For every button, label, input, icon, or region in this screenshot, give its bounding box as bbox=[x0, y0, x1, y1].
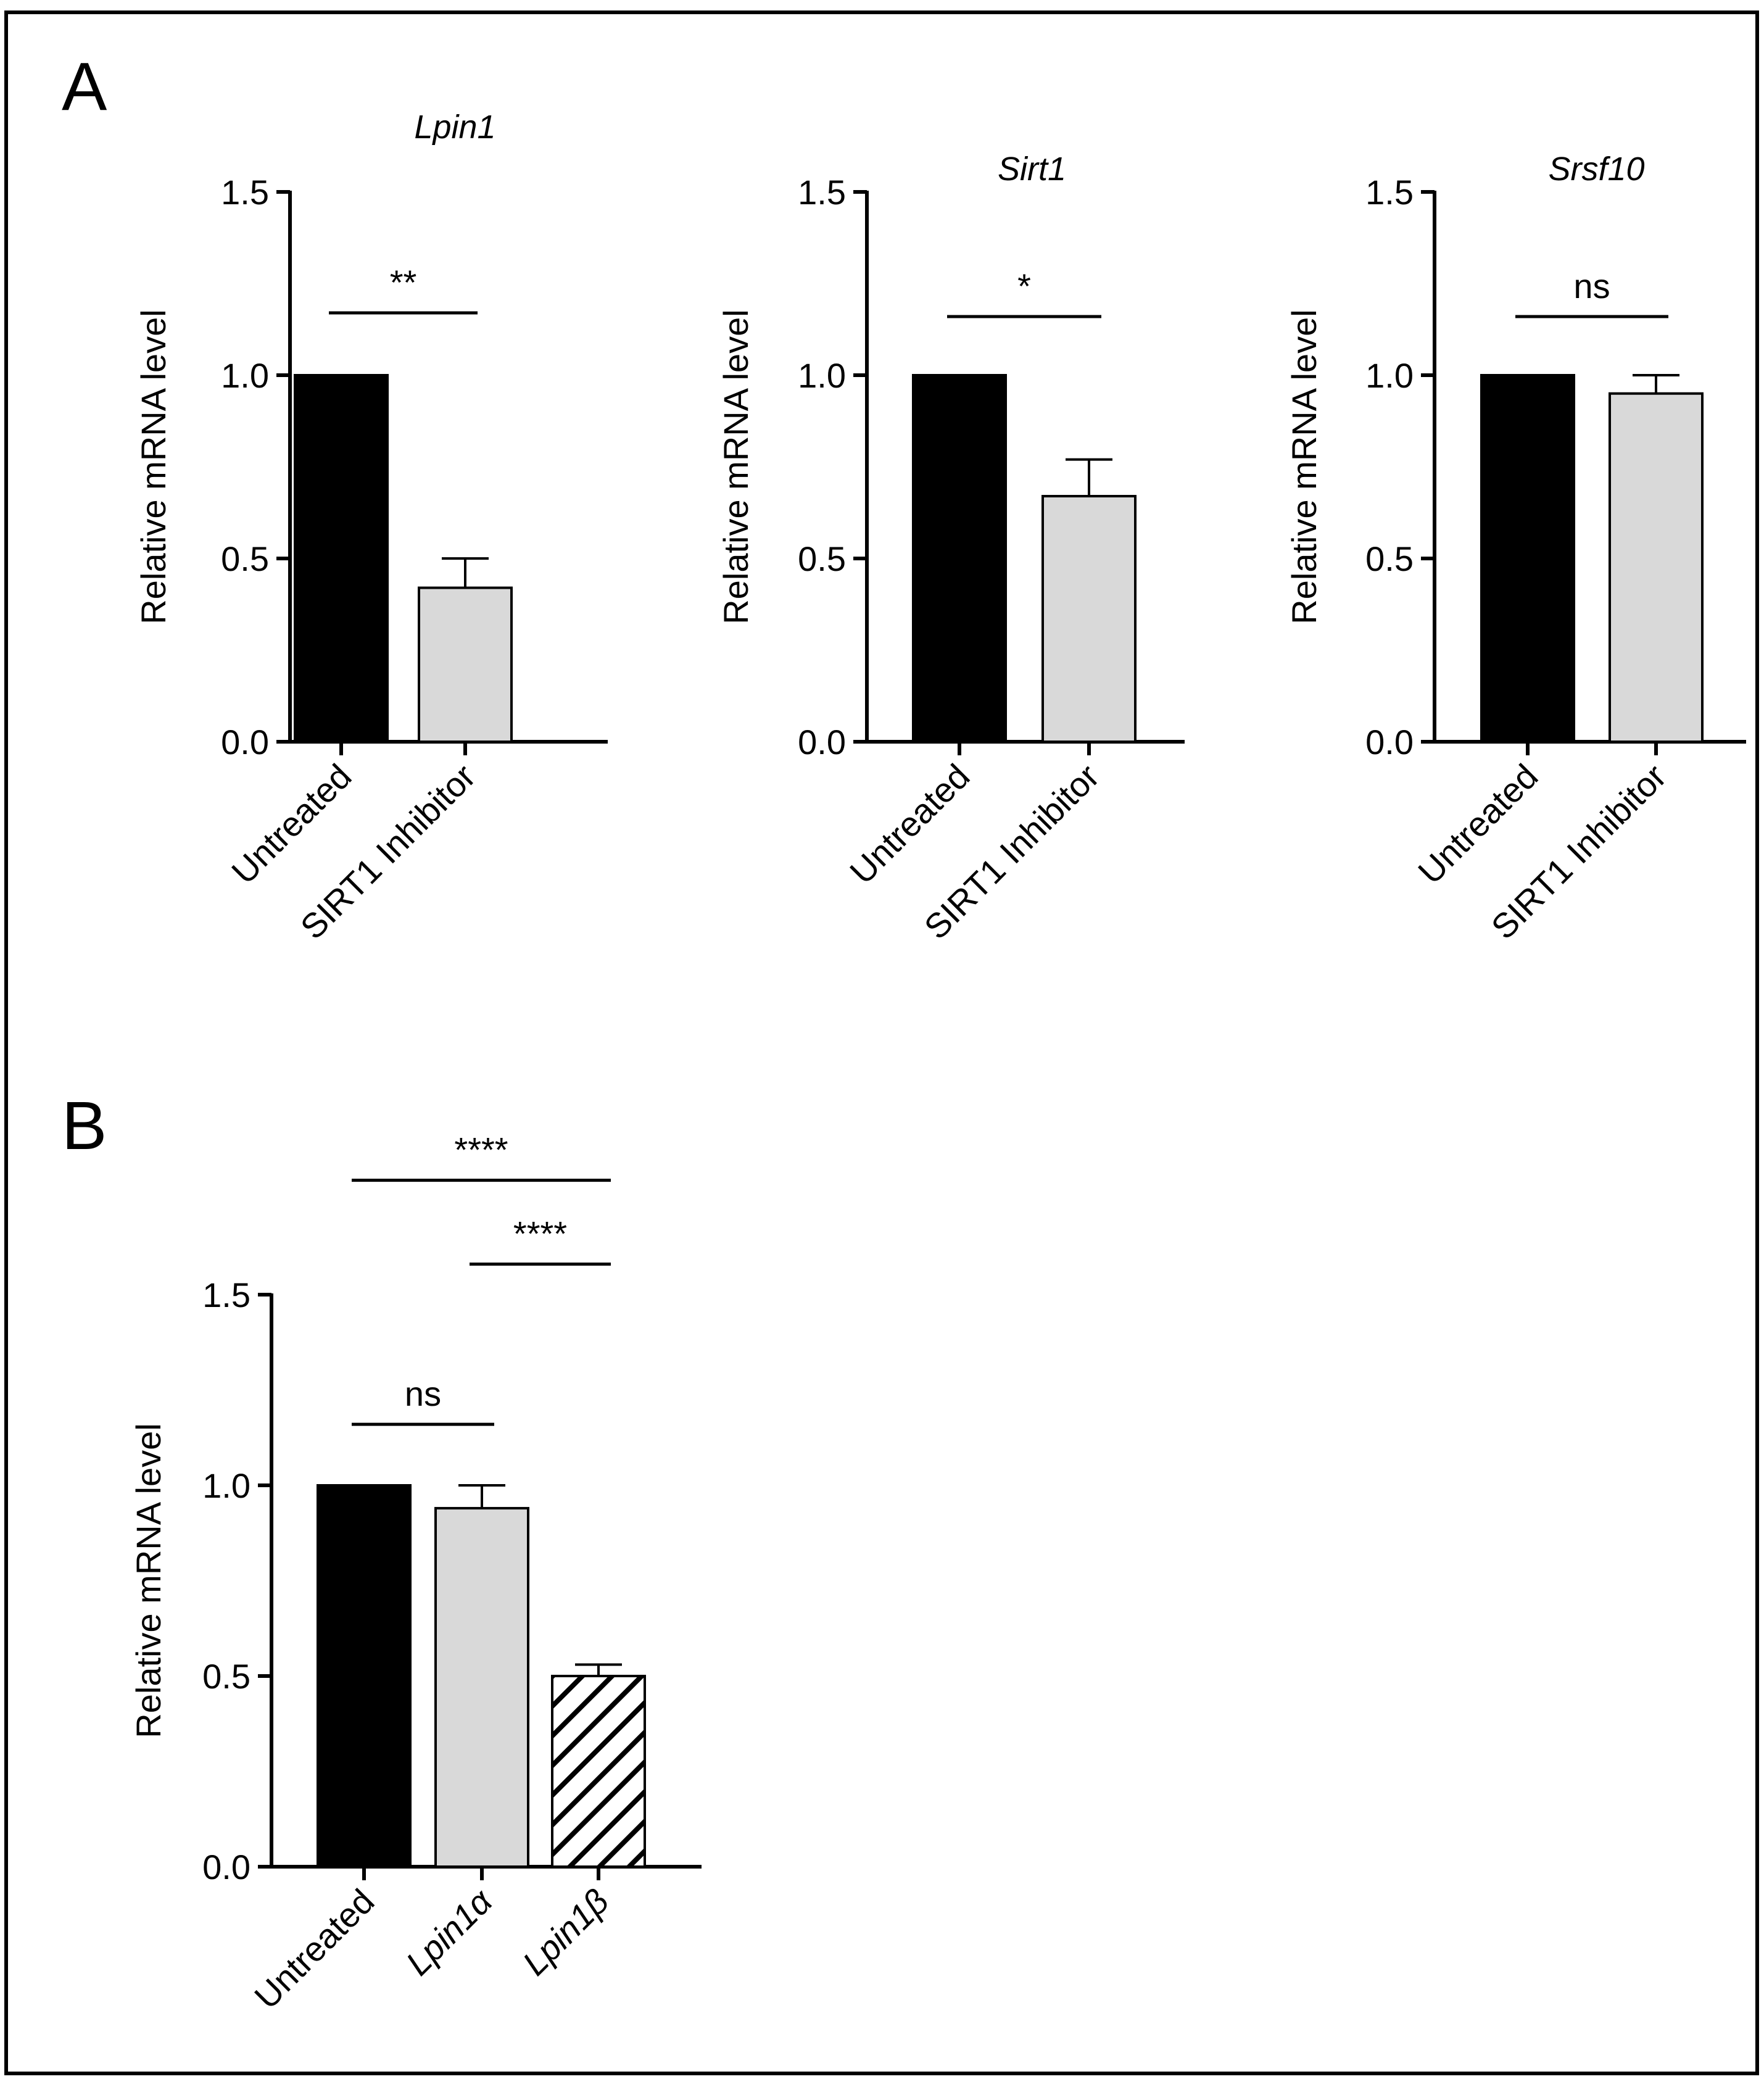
bar bbox=[1609, 392, 1704, 743]
y-tick-label: 1.5 bbox=[221, 173, 269, 212]
y-tick-label: 0.5 bbox=[221, 539, 269, 578]
bar bbox=[317, 1484, 412, 1868]
y-tick-label: 0.0 bbox=[798, 723, 846, 761]
y-tick-label: 1.0 bbox=[798, 356, 846, 395]
category-label: Untreated bbox=[1410, 757, 1545, 891]
category-label: Untreated bbox=[842, 757, 977, 891]
y-tick-label: 0.0 bbox=[221, 723, 269, 761]
chart-3: 0.0 0.5 1.0 1.5 Relative mRNA level Srsf10 Unt… bbox=[1285, 151, 1746, 947]
category-label: Untreated bbox=[247, 1882, 381, 2016]
y-tick-label: 0.5 bbox=[202, 1657, 251, 1696]
category-label: Lpin1β bbox=[515, 1882, 616, 1983]
bar bbox=[294, 374, 389, 743]
bar bbox=[1041, 495, 1137, 744]
significance-label: **** bbox=[454, 1131, 508, 1169]
y-tick-label: 1.0 bbox=[1365, 356, 1414, 395]
significance-label: ** bbox=[390, 263, 417, 302]
chart-title: Sirt1 bbox=[998, 151, 1066, 188]
y-tick-label: 0.5 bbox=[798, 539, 846, 578]
significance-label: * bbox=[1017, 267, 1031, 305]
y-tick-label: 0.0 bbox=[202, 1848, 251, 1886]
chart-4: 0.0 0.5 1.0 1.5 Relative mRNA level Untreated… bbox=[129, 1131, 702, 2016]
significance-label: ns bbox=[405, 1374, 441, 1413]
charts-layer: 0.0 0.5 1.0 1.5 Relative mRNA level Lpin1 Untr… bbox=[129, 109, 1746, 2016]
panel-label-a: A bbox=[62, 49, 107, 125]
significance-label: **** bbox=[513, 1214, 567, 1253]
y-tick-label: 0.5 bbox=[1365, 539, 1414, 578]
chart-2: 0.0 0.5 1.0 1.5 Relative mRNA level Sirt1 Untr… bbox=[716, 151, 1185, 947]
y-tick-label: 1.0 bbox=[221, 356, 269, 395]
y-axis-label: Relative mRNA level bbox=[134, 309, 173, 624]
chart-title: Lpin1 bbox=[414, 109, 495, 146]
y-tick-label: 1.5 bbox=[202, 1276, 251, 1314]
y-tick-label: 1.5 bbox=[1365, 173, 1414, 212]
chart-1: 0.0 0.5 1.0 1.5 Relative mRNA level Lpin1 Untr… bbox=[134, 109, 608, 947]
y-tick-label: 0.0 bbox=[1365, 723, 1414, 761]
chart-title: Srsf10 bbox=[1548, 151, 1644, 188]
y-tick-label: 1.0 bbox=[202, 1466, 251, 1505]
significance-label: ns bbox=[1573, 267, 1610, 305]
category-label: Lpin1α bbox=[398, 1880, 500, 1982]
bar bbox=[551, 1675, 646, 1868]
y-tick-label: 1.5 bbox=[798, 173, 846, 212]
y-axis-label: Relative mRNA level bbox=[1285, 309, 1323, 624]
bar bbox=[418, 586, 513, 744]
y-axis-label: Relative mRNA level bbox=[716, 309, 755, 624]
panel-label-b: B bbox=[62, 1088, 107, 1164]
bar bbox=[912, 374, 1007, 743]
bar bbox=[434, 1507, 529, 1869]
category-label: Untreated bbox=[224, 757, 358, 891]
figure-border bbox=[4, 10, 1759, 2075]
bar bbox=[1480, 374, 1575, 743]
y-axis-label: Relative mRNA level bbox=[129, 1423, 168, 1738]
